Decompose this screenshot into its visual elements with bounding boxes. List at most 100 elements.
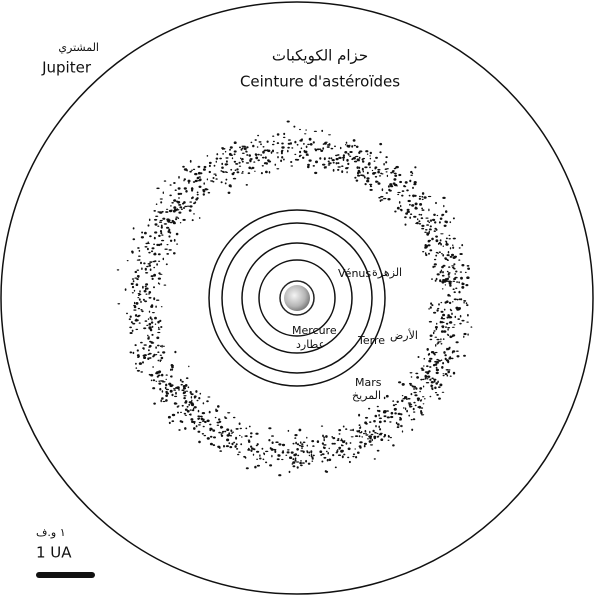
asteroid [182, 166, 185, 168]
asteroid [175, 218, 177, 220]
asteroid [245, 428, 247, 430]
asteroid [413, 418, 416, 420]
asteroid [435, 236, 438, 238]
asteroid [442, 318, 445, 319]
asteroid [362, 160, 364, 162]
asteroid [426, 232, 429, 234]
asteroid [372, 430, 374, 432]
asteroid [193, 181, 196, 183]
asteroid [333, 162, 335, 164]
asteroid [152, 247, 155, 249]
asteroid [441, 214, 443, 217]
asteroid [438, 303, 440, 305]
asteroid [303, 451, 305, 454]
asteroid [225, 151, 226, 153]
asteroid [250, 436, 252, 438]
asteroid [148, 293, 150, 294]
asteroid [221, 181, 223, 183]
asteroid [417, 218, 418, 220]
asteroid [310, 143, 313, 146]
asteroid [248, 172, 251, 174]
asteroid [150, 374, 153, 377]
asteroid [296, 159, 299, 161]
asteroid [441, 266, 444, 268]
asteroid [152, 342, 155, 344]
asteroid [456, 281, 458, 282]
asteroid [155, 324, 156, 325]
asteroid [434, 361, 436, 363]
asteroid [229, 149, 231, 151]
asteroid [184, 427, 186, 430]
asteroid [292, 463, 294, 464]
asteroid [301, 443, 303, 445]
asteroid [142, 286, 144, 289]
asteroid [224, 416, 226, 417]
title-fr: Ceinture d'astéroïdes [240, 73, 400, 91]
asteroid [148, 349, 150, 351]
asteroid [178, 204, 181, 206]
asteroid [202, 421, 205, 422]
asteroid [268, 427, 271, 429]
planet-ar: عطارد [296, 338, 325, 351]
asteroid [157, 351, 159, 353]
asteroid [324, 157, 326, 160]
asteroid [446, 323, 448, 325]
asteroid [143, 262, 145, 264]
asteroid [393, 182, 396, 184]
asteroid [257, 146, 259, 148]
asteroid [430, 335, 433, 337]
asteroid [394, 211, 396, 213]
asteroid [149, 261, 152, 263]
asteroid [268, 439, 270, 441]
asteroid [189, 201, 192, 202]
asteroid [289, 456, 292, 459]
asteroid [147, 335, 149, 336]
asteroid [379, 151, 381, 153]
asteroid [370, 152, 372, 154]
asteroid [176, 233, 179, 236]
asteroid [359, 424, 361, 426]
asteroid [162, 351, 165, 353]
asteroid [199, 217, 201, 219]
asteroid [164, 249, 167, 250]
asteroid [152, 312, 155, 313]
asteroid [428, 240, 431, 242]
asteroid [351, 158, 353, 160]
asteroid [198, 397, 200, 399]
asteroid [422, 379, 425, 380]
asteroid [359, 171, 361, 173]
asteroid [355, 456, 357, 458]
asteroid [375, 157, 378, 159]
asteroid [397, 207, 400, 210]
asteroid [467, 265, 470, 267]
asteroid [390, 185, 393, 187]
asteroid [157, 321, 159, 324]
asteroid [445, 301, 447, 303]
asteroid [236, 428, 239, 430]
asteroid [383, 411, 386, 413]
scale-fr: 1 UA [36, 544, 72, 562]
asteroid [170, 184, 172, 186]
asteroid [223, 445, 225, 448]
asteroid [364, 445, 366, 448]
asteroid [180, 222, 181, 223]
asteroid [299, 445, 301, 446]
asteroid [163, 401, 166, 402]
asteroid [218, 418, 220, 420]
asteroid [313, 141, 315, 143]
asteroid [444, 225, 447, 227]
asteroid [450, 376, 452, 377]
asteroid [143, 327, 146, 329]
asteroid [466, 302, 468, 304]
asteroid [146, 294, 148, 295]
asteroid [294, 141, 296, 144]
asteroid [149, 327, 152, 330]
asteroid [281, 146, 284, 148]
asteroid [203, 419, 205, 421]
asteroid [402, 383, 405, 386]
asteroid [443, 375, 445, 376]
asteroid [377, 436, 379, 438]
asteroid [425, 218, 428, 219]
asteroid [423, 365, 425, 366]
asteroid [346, 171, 347, 173]
